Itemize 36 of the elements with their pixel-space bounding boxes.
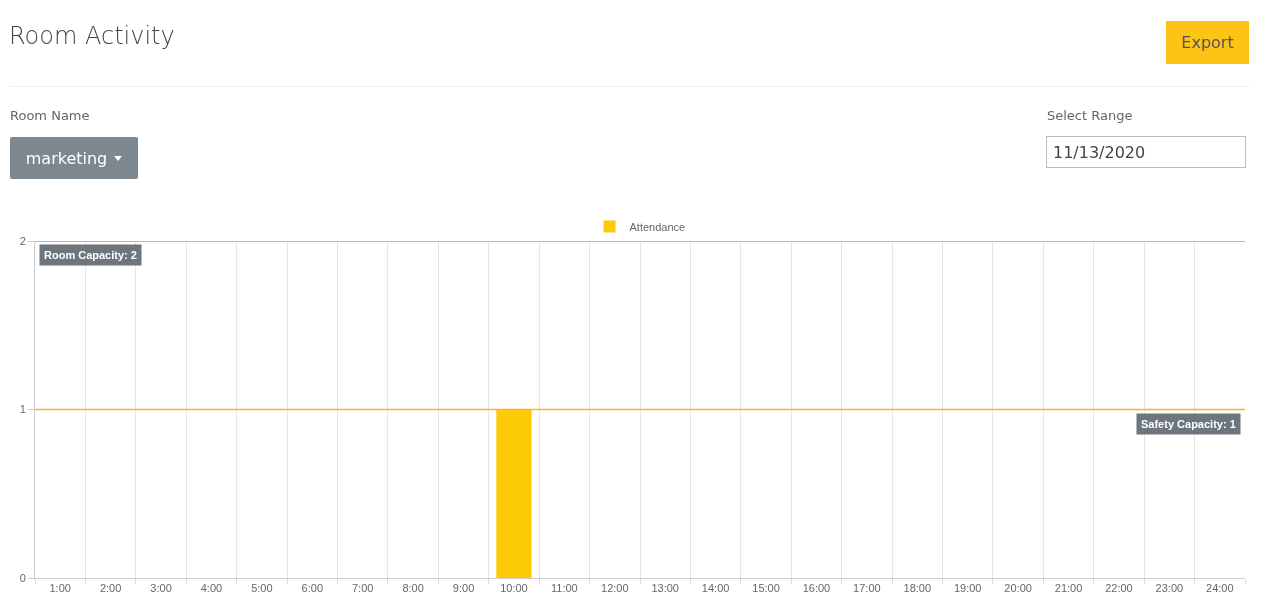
x-tick-label: 24:00	[1206, 582, 1234, 595]
x-tick-label: 5:00	[251, 582, 273, 595]
x-tick-label: 3:00	[150, 582, 172, 595]
text: 11/13/2020	[1046, 136, 1246, 168]
chart-title: Room Activity	[9, 22, 175, 50]
text: Room Name	[10, 108, 90, 123]
x-tick-label: 21:00	[1054, 582, 1083, 595]
x-tick-label: 10:00	[500, 582, 528, 595]
y-tick-label: 1	[19, 403, 26, 416]
y-tick-label: 2	[19, 234, 26, 247]
x-tick-label: 18:00	[903, 582, 932, 595]
x-tick-label: 22:00	[1105, 582, 1133, 595]
ref-line-label: Safety Capacity: 1	[1141, 418, 1236, 430]
y-tick-label: 0	[19, 571, 26, 584]
x-tick-label: 4:00	[200, 582, 223, 595]
x-tick-label: 19:00	[953, 582, 982, 595]
ref-line-label: Room Capacity: 2	[44, 249, 137, 261]
text: Export	[1166, 21, 1249, 64]
text: marketing	[10, 137, 138, 179]
x-tick-label: 2:00	[99, 582, 122, 595]
x-tick-label: 20:00	[1004, 582, 1032, 595]
x-tick-label: 6:00	[301, 582, 323, 595]
x-tick-label: 15:00	[752, 582, 780, 595]
x-tick-label: 16:00	[802, 582, 831, 595]
x-tick-label: 7:00	[352, 582, 374, 595]
x-tick-label: 8:00	[402, 582, 424, 595]
x-tick-label: 14:00	[701, 582, 730, 595]
x-tick-label: 13:00	[651, 582, 679, 595]
x-tick-label: 9:00	[452, 582, 475, 595]
x-tick-label: 17:00	[853, 582, 881, 595]
x-tick-label: 23:00	[1155, 582, 1184, 595]
legend-label: Attendance	[629, 220, 686, 233]
x-tick-label: 1:00	[49, 582, 71, 595]
x-tick-label: 12:00	[601, 582, 629, 595]
text: Select Range	[1047, 108, 1133, 123]
x-tick-label: 11:00	[551, 582, 578, 595]
